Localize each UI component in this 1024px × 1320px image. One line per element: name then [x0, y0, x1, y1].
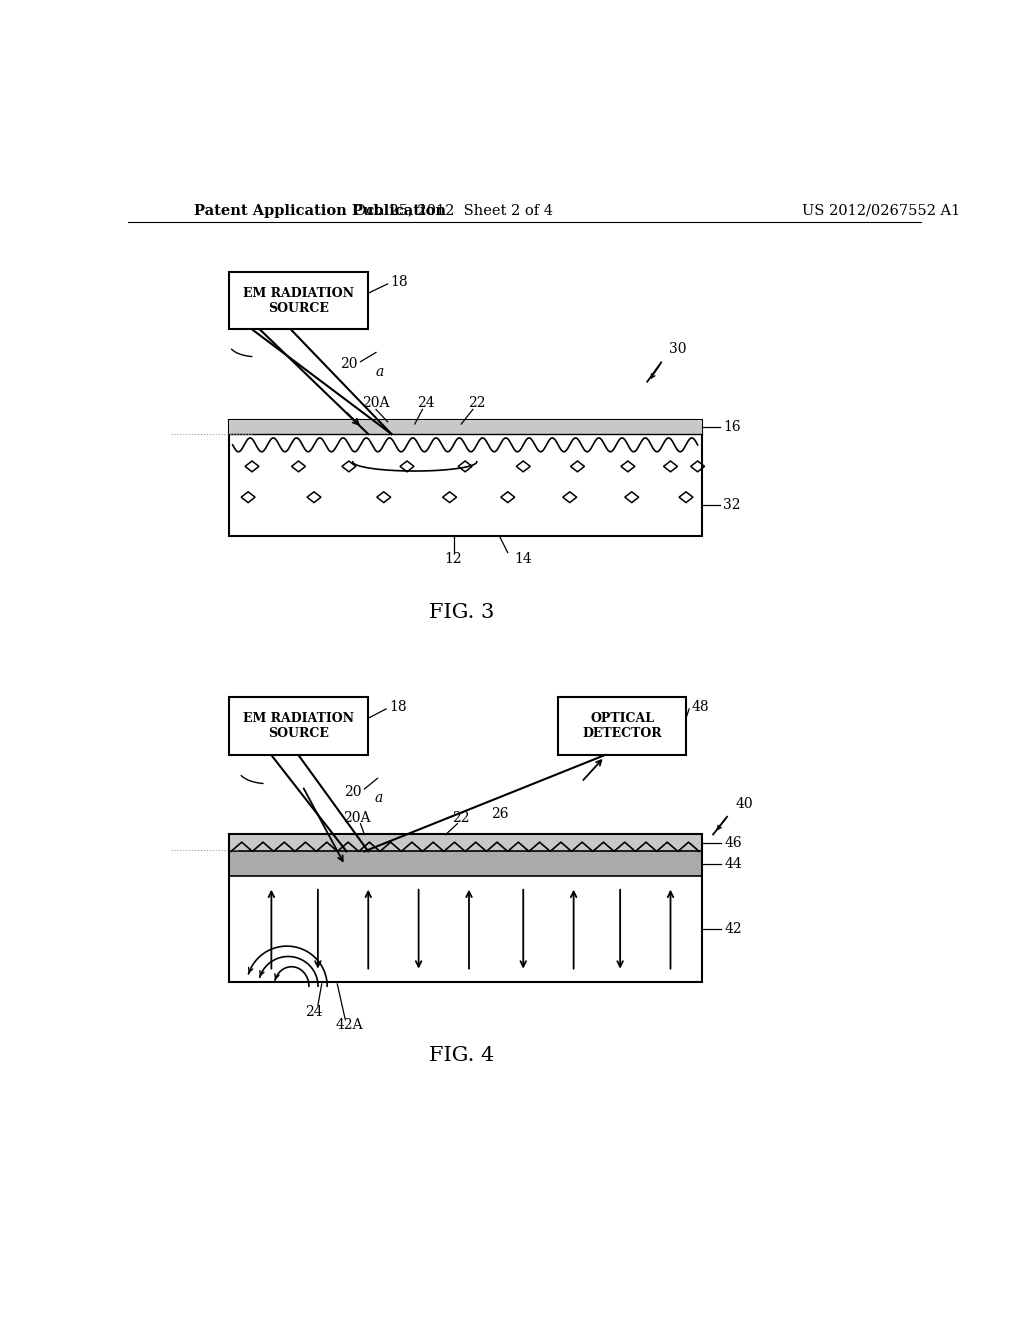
- Bar: [558, 697, 686, 755]
- Text: 18: 18: [390, 275, 408, 289]
- Text: 44: 44: [725, 857, 742, 871]
- Text: FIG. 4: FIG. 4: [429, 1045, 494, 1065]
- Text: 42A: 42A: [335, 1018, 362, 1032]
- Text: 20A: 20A: [362, 396, 390, 411]
- Text: 22: 22: [468, 396, 485, 411]
- Text: Patent Application Publication: Patent Application Publication: [194, 203, 445, 218]
- Text: 30: 30: [670, 342, 687, 356]
- Text: FIG. 3: FIG. 3: [429, 603, 494, 622]
- Bar: [228, 697, 369, 755]
- Bar: [228, 420, 701, 536]
- Text: a: a: [375, 791, 383, 804]
- Text: a: a: [376, 364, 384, 379]
- Text: 20A: 20A: [343, 810, 371, 825]
- Text: 42: 42: [725, 923, 742, 936]
- Text: 24: 24: [418, 396, 435, 411]
- Text: 14: 14: [514, 552, 532, 566]
- Bar: [228, 851, 701, 876]
- Text: 12: 12: [444, 552, 462, 566]
- Text: 22: 22: [453, 810, 470, 825]
- Text: 16: 16: [723, 420, 740, 434]
- Text: US 2012/0267552 A1: US 2012/0267552 A1: [802, 203, 961, 218]
- Text: 26: 26: [492, 808, 509, 821]
- Bar: [228, 834, 701, 851]
- Bar: [228, 272, 369, 330]
- Text: 24: 24: [305, 1005, 323, 1019]
- Text: 40: 40: [735, 797, 753, 810]
- Bar: [228, 420, 701, 434]
- Text: 20: 20: [340, 356, 357, 371]
- Text: 20: 20: [344, 785, 361, 799]
- Text: 48: 48: [691, 700, 709, 714]
- Bar: [228, 834, 701, 982]
- Text: EM RADIATION
SOURCE: EM RADIATION SOURCE: [243, 286, 354, 315]
- Text: Oct. 25, 2012  Sheet 2 of 4: Oct. 25, 2012 Sheet 2 of 4: [354, 203, 553, 218]
- Text: 18: 18: [389, 700, 407, 714]
- Text: EM RADIATION
SOURCE: EM RADIATION SOURCE: [243, 713, 354, 741]
- Text: OPTICAL
DETECTOR: OPTICAL DETECTOR: [583, 713, 662, 741]
- Text: 46: 46: [725, 836, 742, 850]
- Text: 32: 32: [723, 498, 740, 512]
